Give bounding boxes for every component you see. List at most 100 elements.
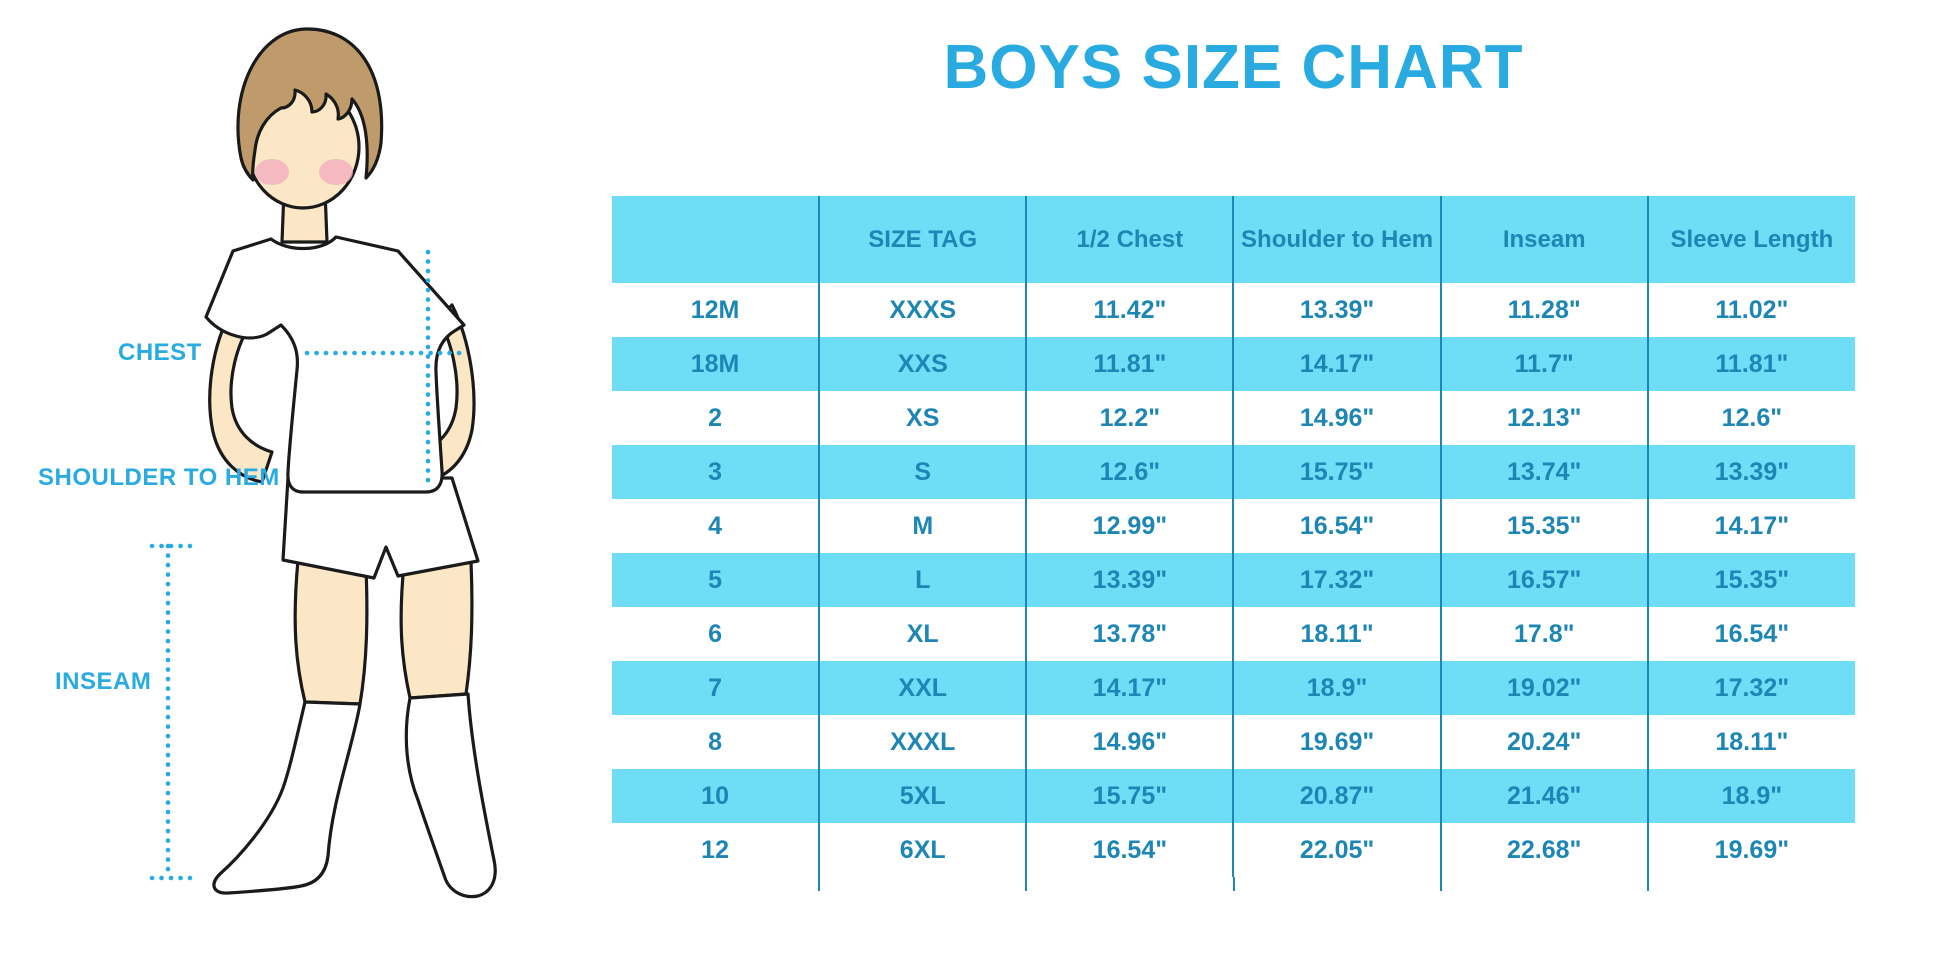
chest-label: CHEST [118,339,202,366]
table-cell: L [818,553,1027,607]
table-cell: 21.46" [1439,769,1648,823]
table-cell: 20.24" [1439,715,1648,769]
table-cell: XXXS [818,283,1027,337]
table-cell: 13.74" [1439,445,1648,499]
size-cell: 3 [708,457,723,486]
size-cell: 6 [708,619,723,648]
table-cell: 16.54" [1025,823,1234,877]
column-header: Sleeve Length [1646,196,1855,283]
boy-left-sock [212,700,362,895]
table-cell: XS [818,391,1027,445]
size-cell: 5 [708,565,723,594]
column-divider-extension [1439,877,1442,891]
column-divider-extension [1646,877,1649,891]
table-cell: 14.96" [1232,391,1441,445]
size-cell: 18M [690,349,740,378]
table-cell: 19.02" [1439,661,1648,715]
header-row: SIZE TAG 1/2 Chest Shoulder to Hem Inseam Sl… [612,196,1855,283]
table-row: 12M XXXS 11.42" 13.39" 11.28" 11.02" [612,283,1855,337]
size-table-body: 12M XXXS 11.42" 13.39" 11.28" 11.02" 18M XXS 11.… [612,283,1855,877]
table-cell: 13.39" [1232,283,1441,337]
table-cell: 17.32" [1646,661,1855,715]
size-cell: 2 [708,403,723,432]
table-cell: 11.28" [1439,283,1648,337]
size-table: SIZE TAG 1/2 Chest Shoulder to Hem Inseam Sl… [612,196,1855,877]
table-cell: XXXL [818,715,1027,769]
boy-left-arm [208,308,274,484]
size-cell: 12 [701,835,729,864]
column-header: 1/2 Chest [1025,196,1234,283]
boy-right-leg [399,560,474,700]
table-cell: 16.54" [1232,499,1441,553]
column-divider-extension [1232,877,1235,891]
table-cell: XL [818,607,1027,661]
table-cell: 13.78" [1025,607,1234,661]
column-header: SIZE TAG [818,196,1027,283]
inseam-label: INSEAM [55,668,152,695]
table-cell: 20.87" [1232,769,1441,823]
table-cell: 17.32" [1232,553,1441,607]
table-cell: S [818,445,1027,499]
table-cell: 15.75" [1025,769,1234,823]
table-row: 6 XL 13.78" 18.11" 17.8" 16.54" [612,607,1855,661]
table-cell: 14.17" [1025,661,1234,715]
table-cell: 12.2" [1025,391,1234,445]
size-cell: 12M [690,295,740,324]
table-cell: 11.81" [1646,337,1855,391]
table-cell: 18.11" [1646,715,1855,769]
table-cell: 11.81" [1025,337,1234,391]
boy-tshirt [204,235,466,494]
size-cell: 8 [708,727,723,756]
size-cell: 4 [708,511,723,540]
boy-shorts [281,476,480,580]
column-divider-extension [818,877,821,891]
table-row: 18M XXS 11.81" 14.17" 11.7" 11.81" [612,337,1855,391]
boy-blush-right [319,159,353,185]
table-cell: 22.68" [1439,823,1648,877]
table-cell: 11.7" [1439,337,1648,391]
table-cell: 19.69" [1646,823,1855,877]
table-cell: 14.17" [1232,337,1441,391]
boy-blush-left [255,159,289,185]
size-table-head: SIZE TAG 1/2 Chest Shoulder to Hem Inseam Sl… [612,196,1855,283]
table-cell: 6XL [818,823,1027,877]
table-row: 7 XXL 14.17" 18.9" 19.02" 17.32" [612,661,1855,715]
table-cell: 11.42" [1025,283,1234,337]
boy-illustration [149,27,497,899]
table-row: 4 M 12.99" 16.54" 15.35" 14.17" [612,499,1855,553]
shoulder-to-hem-label: SHOULDER TO HEM [38,464,280,491]
table-cell: 11.02" [1646,283,1855,337]
table-cell: 5XL [818,769,1027,823]
column-header: Shoulder to Hem [1232,196,1441,283]
table-cell: 17.8" [1439,607,1648,661]
table-row: 3 S 12.6" 15.75" 13.74" 13.39" [612,445,1855,499]
table-cell: 15.35" [1439,499,1648,553]
table-cell: 16.54" [1646,607,1855,661]
table-cell: 18.11" [1232,607,1441,661]
column-header [612,196,820,283]
table-cell: 12.6" [1646,391,1855,445]
table-row: 10 5XL 15.75" 20.87" 21.46" 18.9" [612,769,1855,823]
column-header: Inseam [1439,196,1648,283]
size-cell: 7 [708,673,723,702]
table-cell: 12.99" [1025,499,1234,553]
table-cell: 15.75" [1232,445,1441,499]
table-row: 12 6XL 16.54" 22.05" 22.68" 19.69" [612,823,1855,877]
table-cell: XXS [818,337,1027,391]
column-divider-extension [1025,877,1028,891]
table-cell: 13.39" [1646,445,1855,499]
table-cell: 22.05" [1232,823,1441,877]
size-cell: 10 [701,781,729,810]
table-cell: 12.13" [1439,391,1648,445]
table-cell: 18.9" [1646,769,1855,823]
table-cell: 19.69" [1232,715,1441,769]
table-cell: 16.57" [1439,553,1648,607]
table-cell: 13.39" [1025,553,1234,607]
table-row: 2 XS 12.2" 14.96" 12.13" 12.6" [612,391,1855,445]
boy-right-sock [404,692,497,899]
table-row: 5 L 13.39" 17.32" 16.57" 15.35" [612,553,1855,607]
table-row: 8 XXXL 14.96" 19.69" 20.24" 18.11" [612,715,1855,769]
boy-left-leg [293,558,369,706]
table-cell: 14.17" [1646,499,1855,553]
page-title: BOYS SIZE CHART [943,33,1524,102]
